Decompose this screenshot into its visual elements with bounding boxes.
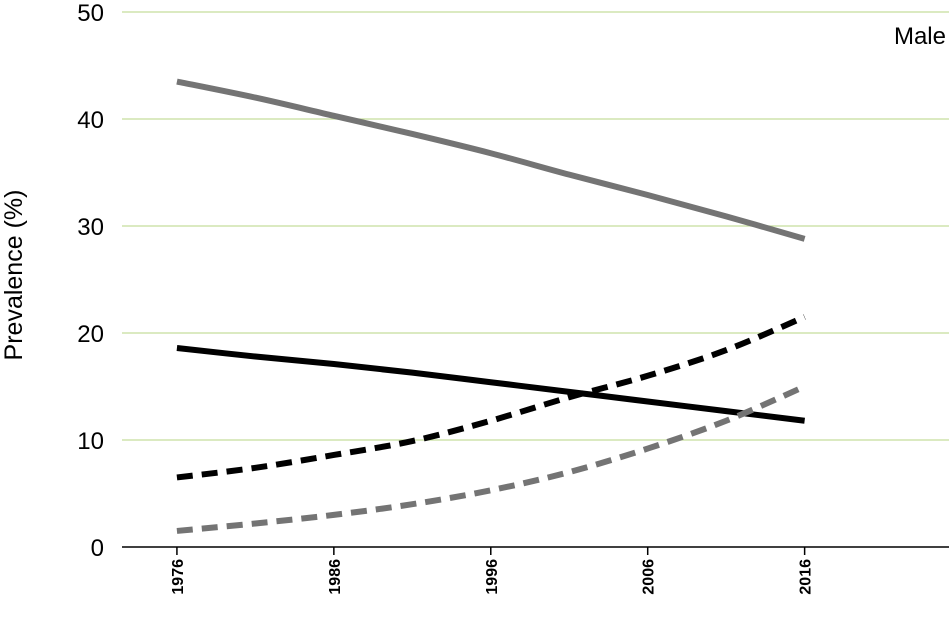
y-tick-label: 20 [77,321,104,348]
x-tick-label: 1996 [484,559,501,595]
axis-labels: 0 10 20 30 40 50 1976 1986 1996 2006 2016 [77,0,814,595]
grid-lines [122,11,949,441]
series-line-2 [176,344,805,424]
y-tick-label: 30 [77,214,104,241]
y-tick-label: 0 [91,535,104,562]
x-tick-label: 2006 [641,559,658,595]
series-lines [176,78,806,534]
panel-label: Male [894,23,946,50]
y-tick-label: 40 [77,107,104,134]
series-line-4 [176,383,806,534]
y-tick-label: 50 [77,0,104,27]
y-axis-label: Prevalence (%) [0,190,28,361]
series-line-3 [176,314,806,481]
x-tick-label: 1976 [170,559,187,595]
series-line-1 [176,78,806,242]
y-tick-label: 10 [77,428,104,455]
x-tick-label: 1986 [327,559,344,595]
axes [122,546,949,555]
x-tick-label: 2016 [798,559,815,595]
